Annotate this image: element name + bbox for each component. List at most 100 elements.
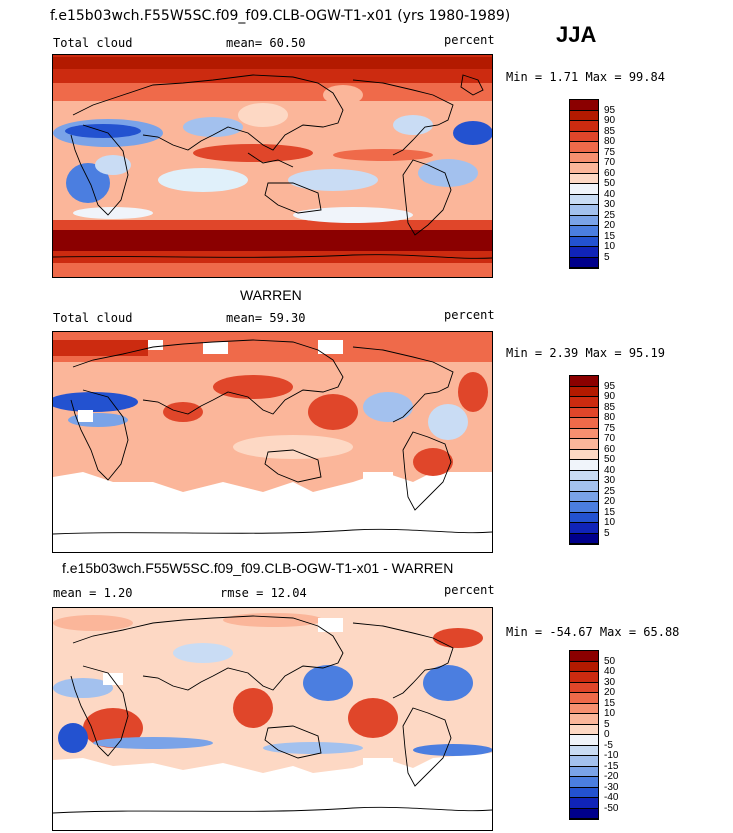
colorbar-swatch (570, 397, 598, 408)
colorbar-tick-label: 30 (604, 199, 616, 210)
colorbar-tick-label: 5 (604, 718, 610, 730)
colorbar-tick-label: 5 (604, 251, 610, 263)
colorbar-swatch (570, 428, 598, 439)
colorbar-tick-label: 85 (604, 401, 616, 413)
panel3-map (52, 607, 493, 831)
colorbar-swatch (570, 470, 598, 481)
colorbar-swatch (570, 236, 598, 247)
colorbar-swatch (570, 672, 598, 683)
colorbar-tick-label: 50 (604, 178, 616, 189)
panel3-rmse: rmse = 12.04 (220, 586, 307, 600)
colorbar-swatch (570, 682, 598, 693)
colorbar-tick-label: 0 (604, 729, 610, 740)
colorbar-tick-label: 40 (604, 464, 616, 476)
colorbar-swatch (570, 184, 598, 195)
panel1-map (52, 54, 493, 278)
panel2-minmax: Min = 2.39 Max = 95.19 (506, 346, 665, 360)
colorbar-swatch (570, 745, 598, 756)
colorbar-tick-label: 80 (604, 412, 616, 423)
colorbar-swatch (570, 756, 598, 767)
colorbar-swatch (570, 502, 598, 513)
colorbar-tick-label: 75 (604, 146, 616, 158)
colorbar-swatch (570, 533, 598, 544)
colorbar-tick-label: -50 (604, 802, 619, 814)
colorbar-tick-label: 90 (604, 391, 616, 402)
panel3-colorbar: 50 40 30 20 15 10 5 0 -5 -10 -15 -20 -30 -40 -50 (569, 650, 618, 820)
panel1-minmax: Min = 1.71 Max = 99.84 (506, 70, 665, 84)
colorbar-swatch (570, 460, 598, 471)
colorbar-swatch (570, 523, 598, 534)
colorbar-tick-label: 15 (604, 697, 616, 709)
colorbar-swatch (570, 163, 598, 174)
panel1-colorbar: 95 90 85 80 75 70 60 50 40 30 25 20 15 10 5 (569, 99, 615, 269)
colorbar-tick-label: 95 (604, 380, 616, 392)
colorbar-swatch (570, 693, 598, 704)
colorbar-swatch (570, 194, 598, 205)
colorbar-swatch (570, 247, 598, 258)
panel2-mean: mean= 59.30 (226, 311, 306, 325)
colorbar-tick-label: -20 (604, 771, 619, 782)
colorbar-swatch (570, 481, 598, 492)
panel2-units: percent (444, 308, 495, 322)
colorbar-swatch (570, 439, 598, 450)
colorbar-tick-label: 60 (604, 167, 616, 179)
colorbar-swatch (570, 651, 598, 662)
colorbar-tick-label: -10 (604, 750, 619, 761)
colorbar-tick-label: 90 (604, 115, 616, 126)
season-label: JJA (556, 22, 597, 47)
colorbar-swatch (570, 121, 598, 132)
panel1-mean: mean= 60.50 (226, 36, 306, 50)
colorbar-swatch (570, 808, 598, 819)
colorbar-swatch (570, 173, 598, 184)
colorbar-swatch (570, 100, 598, 111)
colorbar-tick-label: 20 (604, 220, 616, 231)
colorbar-swatch (570, 766, 598, 777)
colorbar-tick-label: 95 (604, 104, 616, 116)
colorbar-tick-label: 70 (604, 433, 616, 444)
colorbar-tick-label: 70 (604, 157, 616, 168)
colorbar-tick-label: 40 (604, 188, 616, 200)
colorbar-swatch (570, 131, 598, 142)
colorbar-swatch (570, 386, 598, 397)
panel2-title: WARREN (240, 287, 302, 303)
colorbar-swatch (570, 661, 598, 672)
panel3-mean: mean = 1.20 (53, 586, 133, 600)
colorbar-swatch (570, 449, 598, 460)
panel2-variable: Total cloud (53, 311, 133, 325)
colorbar-swatch (570, 735, 598, 746)
colorbar-tick-label: 85 (604, 125, 616, 137)
panel1-units: percent (444, 33, 495, 47)
colorbar-swatch (570, 418, 598, 429)
panel3-minmax: Min = -54.67 Max = 65.88 (506, 625, 680, 639)
colorbar-tick-label: 10 (604, 241, 616, 252)
panel3-title: f.e15b03wch.F55W5SC.f09_f09.CLB-OGW-T1-x… (62, 560, 454, 576)
panel2-colorbar: 95 90 85 80 75 70 60 50 40 30 25 20 15 10 5 (569, 375, 615, 545)
colorbar-swatch (570, 512, 598, 523)
colorbar-tick-label: 30 (604, 676, 616, 688)
colorbar-swatch (570, 798, 598, 809)
figure-title: f.e15b03wch.F55W5SC.f09_f09.CLB-OGW-T1-x… (50, 8, 511, 24)
colorbar-swatch (570, 407, 598, 418)
colorbar-swatch (570, 787, 598, 798)
colorbar-swatch (570, 215, 598, 226)
colorbar-swatch (570, 376, 598, 387)
colorbar-tick-label: 60 (604, 443, 616, 455)
colorbar-tick-label: 25 (604, 485, 616, 497)
colorbar-tick-label: 50 (604, 454, 616, 465)
colorbar-tick-label: -5 (604, 739, 613, 751)
colorbar-tick-label: -40 (604, 792, 619, 803)
colorbar-swatch (570, 777, 598, 788)
colorbar-tick-label: 15 (604, 506, 616, 518)
colorbar-swatch (570, 724, 598, 735)
colorbar-tick-label: 25 (604, 209, 616, 221)
colorbar-tick-label: 50 (604, 655, 616, 667)
colorbar-tick-label: 20 (604, 687, 616, 698)
colorbar-swatch (570, 110, 598, 121)
colorbar-tick-label: 80 (604, 136, 616, 147)
colorbar-swatch (570, 152, 598, 163)
colorbar-tick-label: 5 (604, 527, 610, 539)
panel2-map (52, 331, 493, 553)
colorbar-swatch (570, 491, 598, 502)
colorbar-tick-label: 75 (604, 422, 616, 434)
colorbar-tick-label: -30 (604, 781, 619, 793)
